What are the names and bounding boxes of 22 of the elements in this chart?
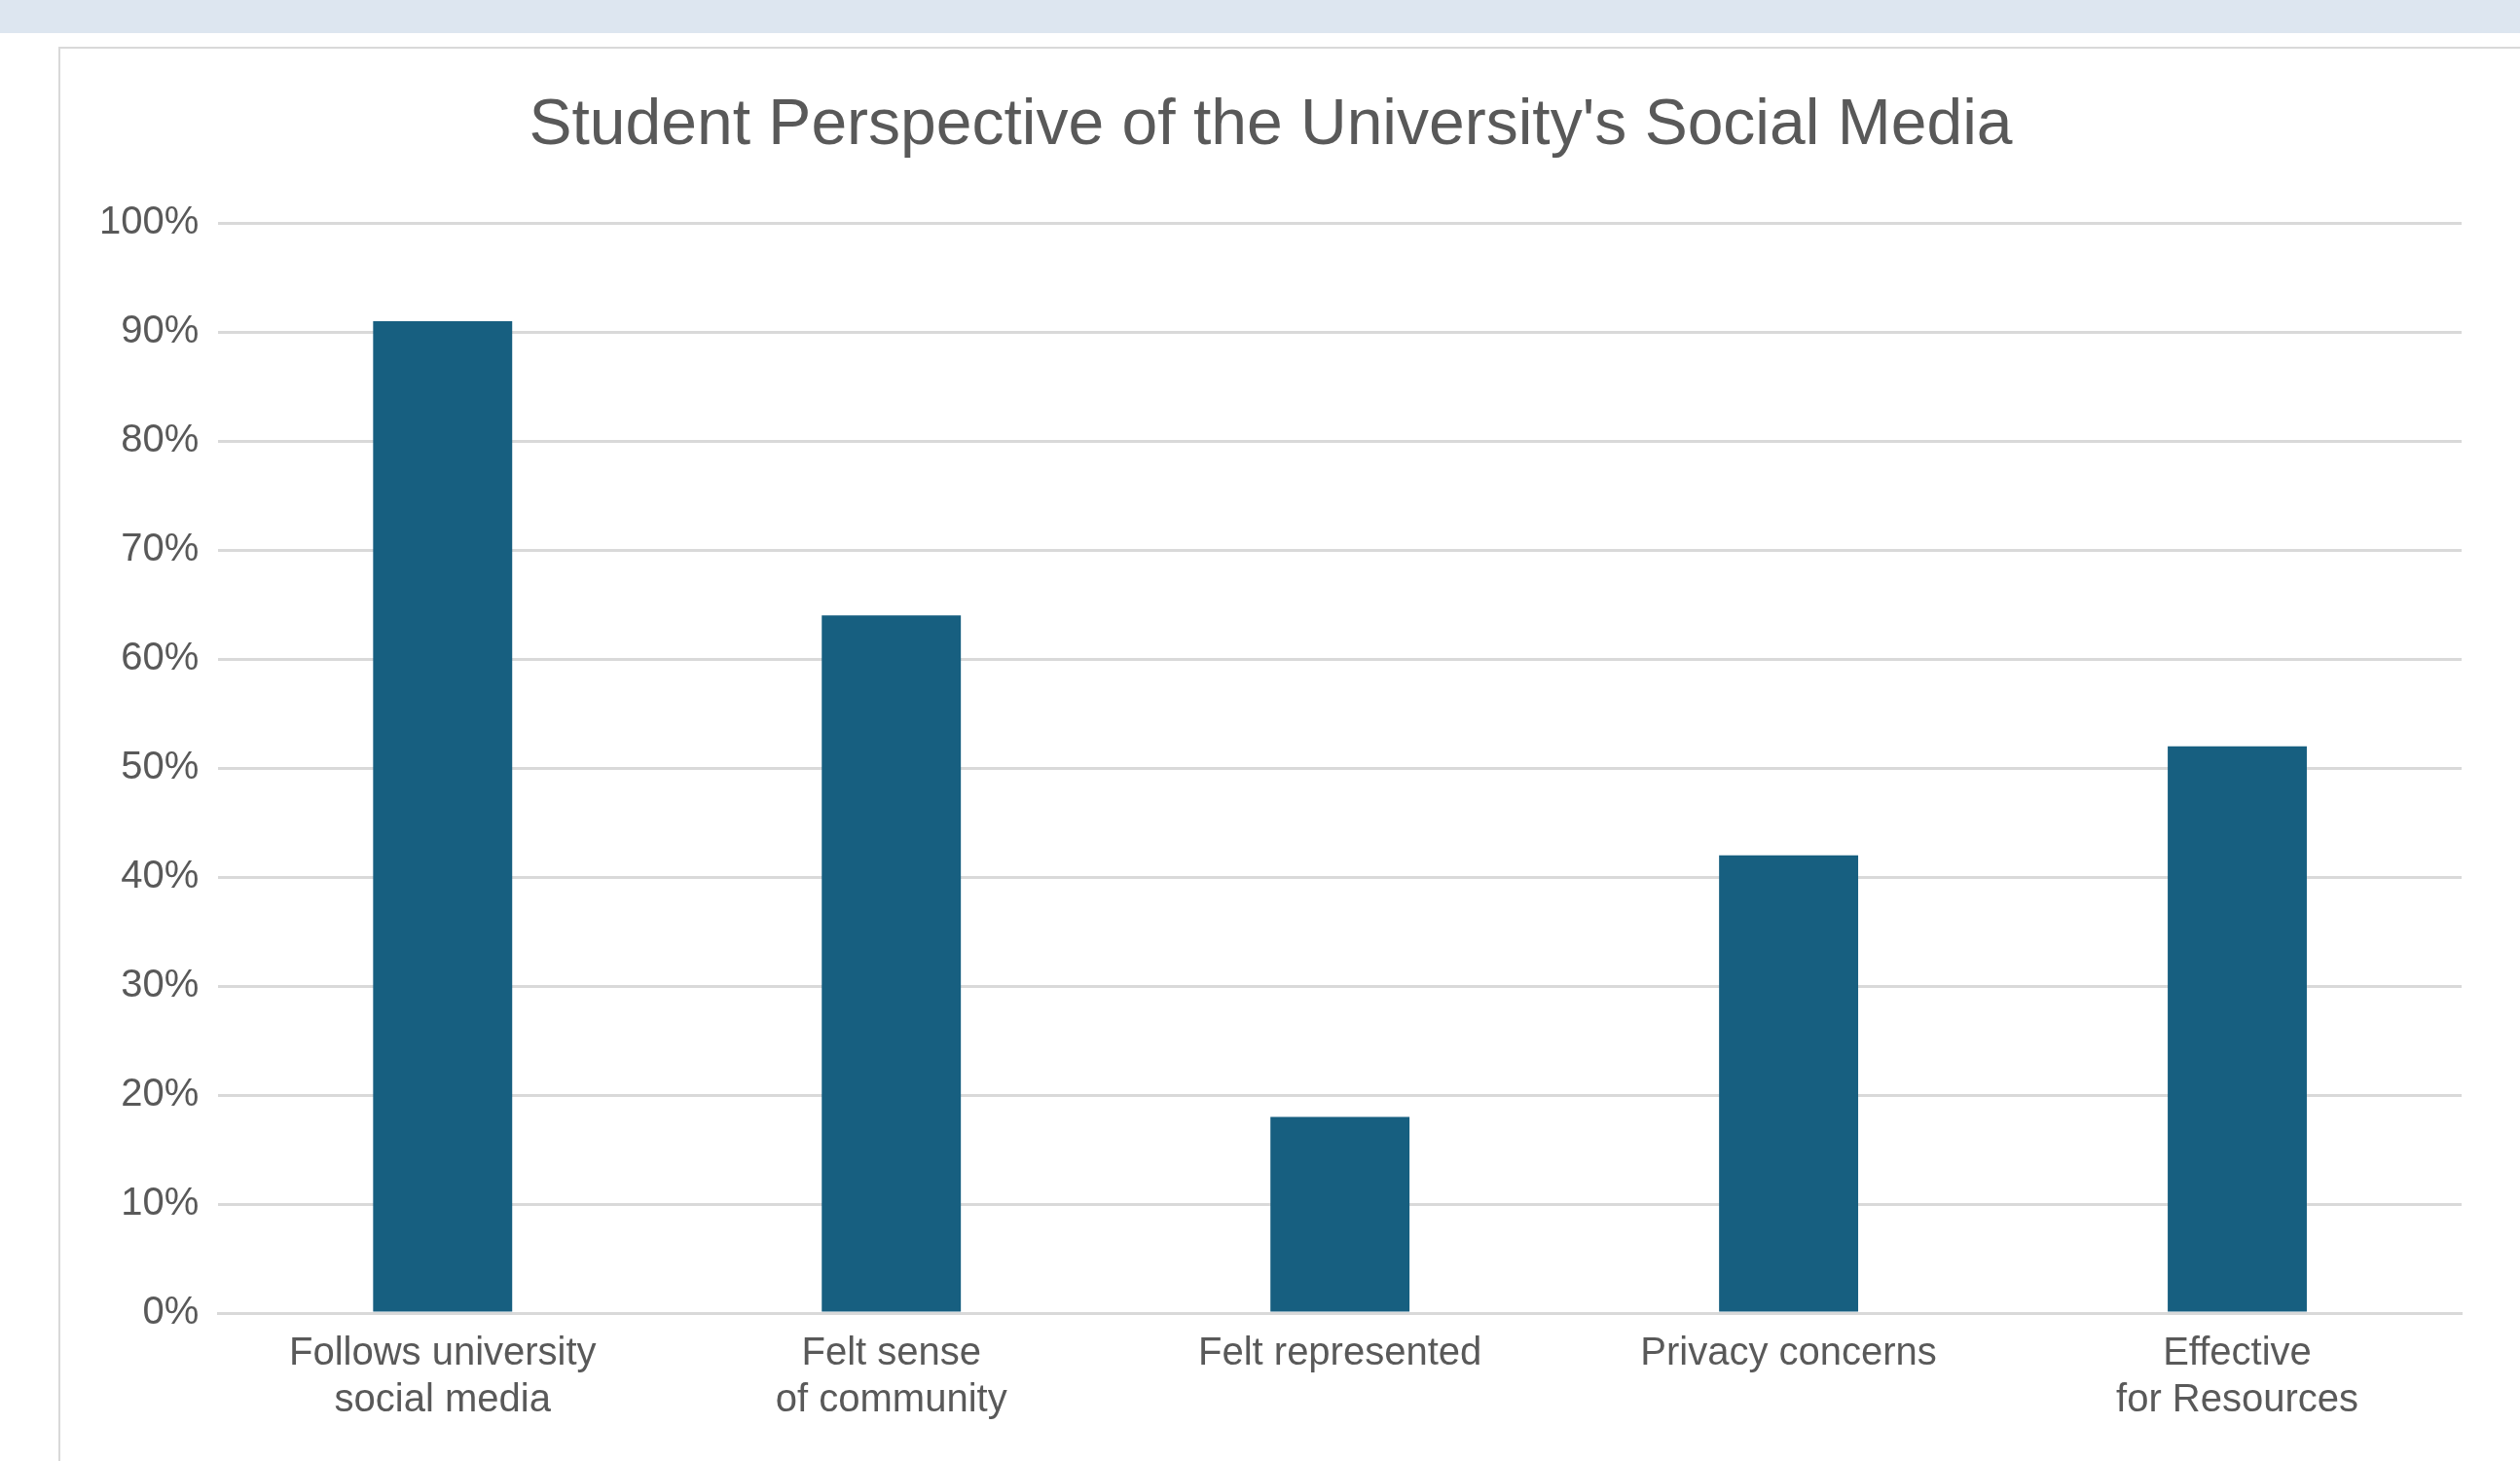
y-tick-label: 80% bbox=[121, 417, 200, 460]
y-tick-label: 0% bbox=[142, 1289, 200, 1333]
y-tick-label: 60% bbox=[121, 635, 200, 678]
bar bbox=[822, 615, 962, 1312]
bar bbox=[2168, 746, 2307, 1312]
y-tick-label: 10% bbox=[121, 1180, 200, 1224]
y-tick-label: 30% bbox=[121, 962, 200, 1005]
x-tick-label: Felt represented bbox=[1198, 1330, 1482, 1373]
x-tick-label: Privacy concerns bbox=[1640, 1330, 1937, 1373]
bar bbox=[1719, 855, 1859, 1312]
y-tick-label: 50% bbox=[121, 744, 200, 787]
chart-title: Student Perspective of the University's Social Media bbox=[529, 85, 2013, 158]
bar bbox=[1270, 1116, 1410, 1312]
y-tick-label: 90% bbox=[121, 308, 200, 351]
x-tick-label: Follows university social media bbox=[288, 1330, 597, 1420]
y-tick-label: 70% bbox=[121, 526, 200, 569]
y-tick-label: 40% bbox=[121, 853, 200, 896]
bar bbox=[373, 320, 513, 1312]
y-tick-label: 20% bbox=[121, 1071, 200, 1114]
y-tick-label: 100% bbox=[98, 199, 200, 242]
x-tick-label: Felt sense of community bbox=[775, 1330, 1007, 1420]
x-tick-label: Effective for Resources bbox=[2116, 1330, 2359, 1420]
